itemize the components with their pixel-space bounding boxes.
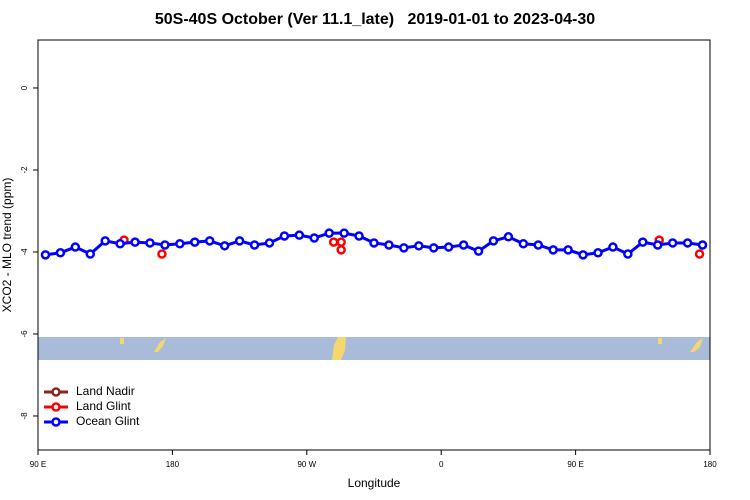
x-tick-label: 180 [166, 460, 180, 469]
point [623, 249, 633, 259]
y-tick-label: -6 [20, 330, 29, 338]
point [414, 241, 424, 251]
point [100, 236, 110, 246]
x-tick-label: 90 E [567, 460, 583, 469]
legend-marker [51, 387, 61, 397]
legend-label: Ocean Glint [76, 414, 140, 428]
point [70, 242, 81, 252]
point [652, 240, 663, 250]
x-tick-label: 90 E [30, 460, 46, 469]
y-tick-label: 0 [20, 85, 29, 90]
point [264, 238, 275, 248]
x-axis-label: Longitude [348, 476, 401, 490]
map-strip [38, 337, 710, 360]
y-axis-label: XCO2 - MLO trend (ppm) [0, 178, 14, 313]
point [130, 237, 140, 247]
point [354, 231, 364, 241]
point [694, 249, 705, 259]
point [190, 237, 200, 247]
land [154, 338, 166, 352]
point [384, 240, 394, 250]
point [55, 248, 66, 258]
land [120, 338, 124, 344]
point [667, 238, 678, 248]
y-tick-label: -2 [20, 166, 29, 174]
point [697, 240, 708, 250]
point [503, 232, 514, 242]
x-tick-label: 0 [439, 460, 444, 469]
point [145, 238, 155, 248]
point [309, 233, 320, 243]
point [234, 236, 245, 246]
land [332, 337, 346, 360]
point [399, 243, 409, 253]
legend-label: Land Glint [76, 399, 131, 413]
point [160, 240, 170, 250]
point [682, 238, 693, 248]
point [473, 246, 484, 256]
point [157, 249, 167, 259]
point [488, 236, 499, 246]
point [175, 239, 185, 249]
point [40, 250, 51, 260]
point [563, 245, 573, 255]
point [518, 239, 529, 249]
point [533, 240, 544, 250]
chart-title: 50S-40S October (Ver 11.1_late) 2019-01-… [155, 11, 595, 28]
point [369, 238, 379, 248]
land [658, 338, 662, 344]
point [85, 249, 96, 259]
point [219, 241, 230, 251]
point [328, 237, 339, 247]
legend-marker [51, 402, 61, 412]
ocean-strip [38, 337, 710, 360]
y-tick-label: -4 [20, 248, 29, 256]
point [249, 240, 260, 250]
point [593, 248, 603, 258]
plot-frame [37, 39, 711, 451]
point [428, 243, 439, 253]
point [638, 237, 648, 247]
point [336, 237, 346, 247]
point [294, 230, 305, 240]
legend-label: Land Nadir [76, 384, 135, 398]
point [204, 236, 215, 246]
point [548, 245, 558, 255]
point [115, 239, 125, 249]
y-tick-label: -8 [20, 412, 29, 420]
point [458, 240, 469, 250]
point [443, 242, 454, 252]
legend-marker [51, 417, 61, 427]
point [279, 231, 290, 241]
point [608, 242, 618, 252]
point [336, 245, 346, 255]
point [578, 250, 588, 260]
point [324, 228, 334, 238]
x-tick-label: 180 [703, 460, 717, 469]
point [339, 228, 349, 238]
land [690, 338, 703, 352]
x-tick-label: 90 W [297, 460, 316, 469]
